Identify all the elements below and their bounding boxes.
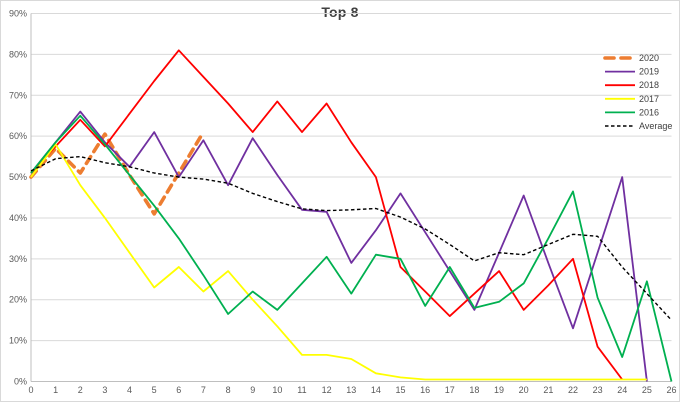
x-tick-label-22: 22 [568,385,578,395]
x-tick-label-24: 24 [617,385,627,395]
y-tick-label-10%: 10% [9,336,27,346]
y-tick-label-70%: 70% [9,90,27,100]
x-tick-label-3: 3 [102,385,107,395]
y-tick-label-80%: 80% [9,49,27,59]
x-tick-label-4: 4 [127,385,132,395]
y-tick-label-90%: 90% [9,9,27,19]
y-tick-label-20%: 20% [9,295,27,305]
x-tick-label-2: 2 [78,385,83,395]
series-line-2018 [30,49,623,381]
x-tick-label-0: 0 [28,385,33,395]
x-tick-label-17: 17 [445,385,455,395]
x-tick-label-11: 11 [297,385,306,395]
series-line-2016 [30,114,673,382]
x-tick-label-23: 23 [593,385,603,395]
x-tick-label-19: 19 [494,385,504,395]
x-tick-label-5: 5 [152,385,157,395]
x-tick-label-15: 15 [396,385,406,395]
series-line-2019 [30,110,648,382]
series-line-average [30,155,673,321]
x-tick-label-10: 10 [272,385,282,395]
legend-label-2016: 2016 [639,107,659,117]
x-tick-label-21: 21 [543,385,553,395]
legend-label-2020: 2020 [639,53,659,63]
x-tick-label-16: 16 [420,385,430,395]
y-tick-label-30%: 30% [9,254,27,264]
y-tick-label-60%: 60% [9,131,27,141]
legend-label-2017: 2017 [639,94,659,104]
x-tick-label-14: 14 [371,385,381,395]
x-tick-label-13: 13 [346,385,356,395]
y-tick-label-50%: 50% [9,172,27,182]
y-tick-label-40%: 40% [9,213,27,223]
legend-label-2019: 2019 [639,67,659,77]
x-tick-label-12: 12 [322,385,332,395]
x-tick-label-9: 9 [250,385,255,395]
x-tick-label-8: 8 [226,385,231,395]
x-tick-label-6: 6 [176,385,181,395]
x-tick-label-20: 20 [519,385,529,395]
x-tick-label-1: 1 [53,385,58,395]
legend-label-average: Average [639,121,672,131]
series-line-2017 [30,143,647,381]
x-tick-label-7: 7 [201,385,206,395]
legend-label-2018: 2018 [639,80,659,90]
x-tick-label-26: 26 [666,385,676,395]
x-tick-label-25: 25 [642,385,652,395]
x-tick-label-18: 18 [469,385,479,395]
y-tick-label-0%: 0% [14,377,27,387]
chart-title: Top 8 [321,4,359,20]
